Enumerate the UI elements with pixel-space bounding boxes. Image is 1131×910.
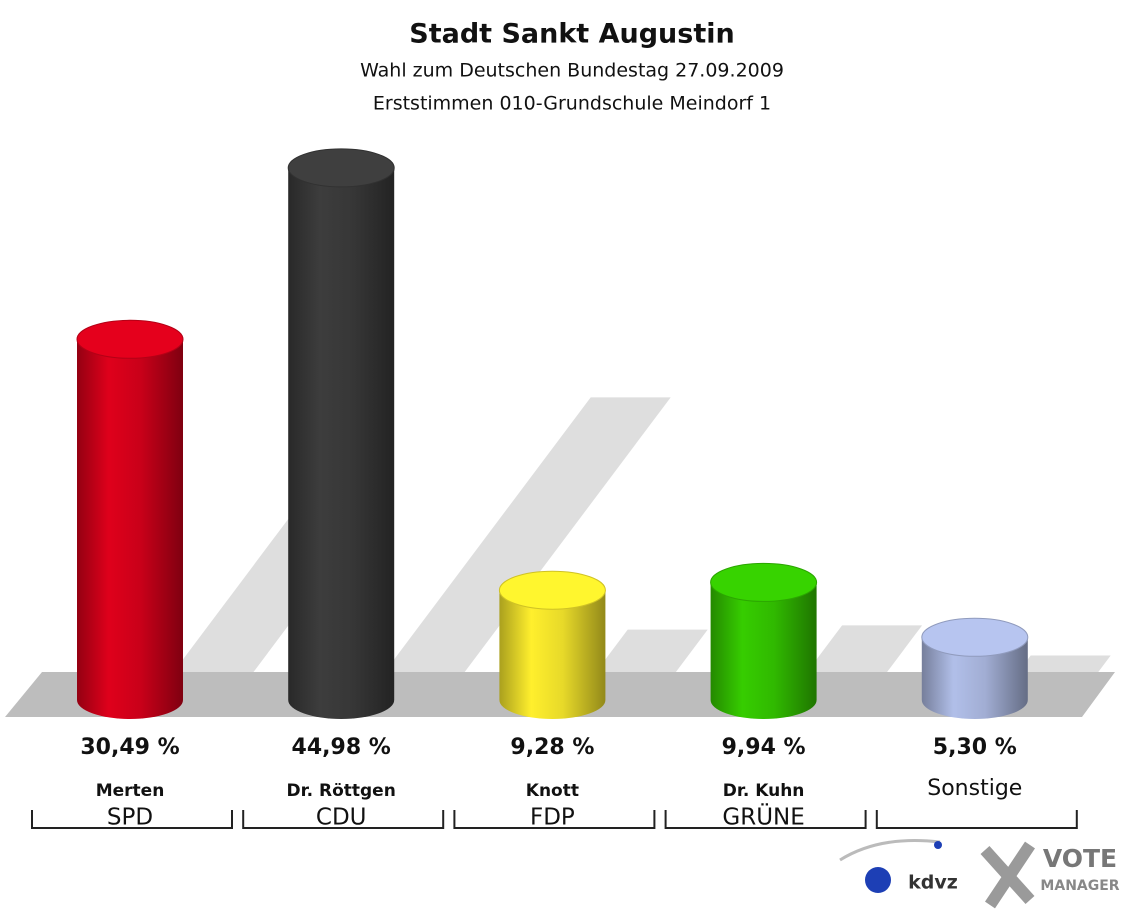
category-label: Sonstige xyxy=(927,776,1022,801)
value-label: 5,30 % xyxy=(933,735,1017,760)
category-bracket xyxy=(875,810,1078,829)
category-bracket xyxy=(664,810,867,829)
party-label: GRÜNE xyxy=(722,803,804,831)
bar-top xyxy=(498,570,606,610)
bar-top xyxy=(710,562,818,602)
bar xyxy=(921,637,1028,719)
value-label: 44,98 % xyxy=(292,735,391,760)
party-label: SPD xyxy=(107,805,153,831)
party-label: CDU xyxy=(316,805,367,831)
bar xyxy=(77,339,183,719)
logo-x xyxy=(980,841,1035,909)
logo-swoosh xyxy=(839,839,941,862)
category-label: Merten xyxy=(96,781,165,801)
logo-dot xyxy=(934,841,942,849)
bar-top xyxy=(287,148,395,188)
chart-subtitle: Erststimmen 010-Grundschule Meindorf 1 xyxy=(373,93,771,115)
bar-top xyxy=(921,617,1029,657)
logo-text: kdvz xyxy=(908,872,958,894)
chart-subtitle: Wahl zum Deutschen Bundestag 27.09.2009 xyxy=(360,60,784,82)
value-label: 30,49 % xyxy=(80,735,179,760)
bar xyxy=(288,167,395,719)
category-bracket xyxy=(242,810,445,829)
category-label: Dr. Röttgen xyxy=(287,781,396,801)
bar xyxy=(710,582,817,719)
category-label: Dr. Kuhn xyxy=(723,781,805,801)
category-label: Knott xyxy=(526,781,579,801)
logo-ball xyxy=(865,867,891,893)
value-label: 9,28 % xyxy=(510,735,594,760)
logo: kdvz VOTE MANAGER xyxy=(839,839,1120,909)
bar xyxy=(499,590,606,719)
value-label: 9,94 % xyxy=(722,735,806,760)
category-bracket xyxy=(31,810,233,829)
bar-top xyxy=(76,319,184,359)
bar-shadow xyxy=(371,397,671,690)
party-label: FDP xyxy=(530,805,575,831)
category-bracket xyxy=(453,810,656,829)
logo-text: MANAGER xyxy=(1040,878,1119,894)
bars xyxy=(76,148,1029,719)
logo-text: VOTE xyxy=(1043,844,1117,873)
chart-title: Stadt Sankt Augustin xyxy=(409,19,734,50)
